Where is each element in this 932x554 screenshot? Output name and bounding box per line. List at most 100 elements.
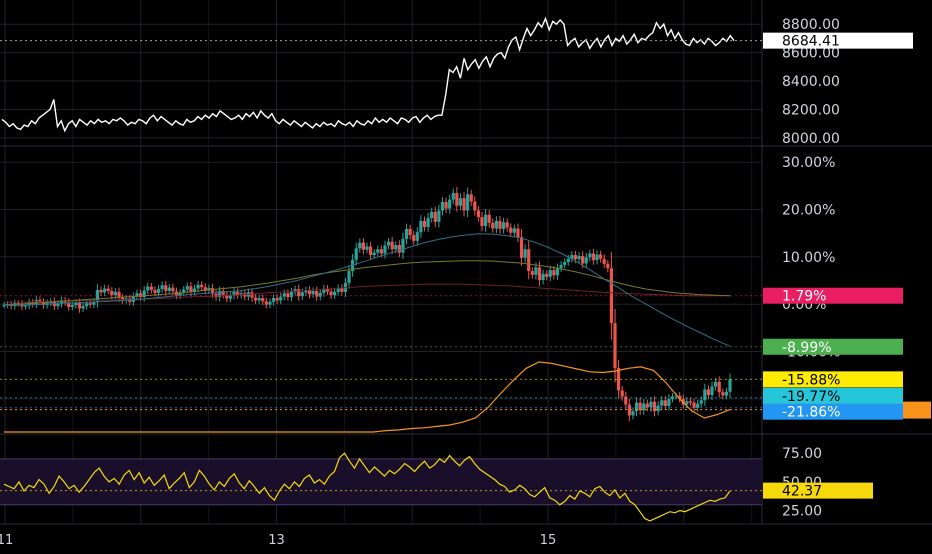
candle[interactable] xyxy=(660,400,664,406)
candle[interactable] xyxy=(728,379,732,392)
candle[interactable] xyxy=(56,303,60,307)
candle[interactable] xyxy=(153,290,157,293)
candle[interactable] xyxy=(419,220,423,233)
rsi-pane[interactable] xyxy=(0,452,762,522)
candle[interactable] xyxy=(218,290,222,298)
candle[interactable] xyxy=(616,368,621,391)
rsi-line-series[interactable] xyxy=(3,452,731,522)
candle[interactable] xyxy=(692,402,696,408)
candle[interactable] xyxy=(379,249,383,254)
candle[interactable] xyxy=(602,258,606,264)
candle[interactable] xyxy=(541,273,545,281)
candle[interactable] xyxy=(164,285,168,291)
candle[interactable] xyxy=(527,249,531,272)
candle[interactable] xyxy=(300,292,304,297)
ma-slow-line[interactable] xyxy=(4,283,730,303)
candle[interactable] xyxy=(347,271,351,283)
candle[interactable] xyxy=(293,289,297,292)
candle[interactable] xyxy=(469,194,473,202)
candle[interactable] xyxy=(368,246,373,255)
candle[interactable] xyxy=(401,238,405,253)
ma-mid-line[interactable] xyxy=(3,260,731,306)
candle[interactable] xyxy=(207,288,211,291)
candle[interactable] xyxy=(613,323,617,369)
candle[interactable] xyxy=(322,288,326,293)
candle[interactable] xyxy=(354,248,358,260)
candle[interactable] xyxy=(498,220,502,229)
candle[interactable] xyxy=(92,301,96,305)
candle[interactable] xyxy=(333,291,337,296)
candle[interactable] xyxy=(487,214,491,223)
candle[interactable] xyxy=(595,254,599,261)
candle[interactable] xyxy=(563,262,567,265)
candle[interactable] xyxy=(110,290,114,296)
candle[interactable] xyxy=(250,292,254,298)
candle[interactable] xyxy=(523,249,527,258)
candle[interactable] xyxy=(142,290,146,298)
candle[interactable] xyxy=(189,286,193,292)
candle[interactable] xyxy=(340,288,344,292)
candle[interactable] xyxy=(2,305,6,307)
candle[interactable] xyxy=(494,220,498,229)
candle[interactable] xyxy=(149,286,153,290)
candle[interactable] xyxy=(221,290,225,295)
candle[interactable] xyxy=(372,252,376,255)
candle[interactable] xyxy=(225,294,229,299)
candle[interactable] xyxy=(329,291,333,296)
candle[interactable] xyxy=(688,401,693,403)
candle[interactable] xyxy=(584,257,588,264)
candle[interactable] xyxy=(552,270,556,276)
candle[interactable] xyxy=(361,242,366,250)
candle[interactable] xyxy=(261,298,265,302)
candle[interactable] xyxy=(714,381,718,387)
candle[interactable] xyxy=(99,290,103,293)
candle[interactable] xyxy=(196,284,200,289)
candle[interactable] xyxy=(182,289,186,293)
candle[interactable] xyxy=(311,290,315,295)
candle[interactable] xyxy=(85,303,89,307)
candle[interactable] xyxy=(289,291,294,298)
candle[interactable] xyxy=(484,214,488,227)
candle[interactable] xyxy=(577,255,581,260)
candle[interactable] xyxy=(41,301,46,306)
candle[interactable] xyxy=(88,303,92,305)
candle[interactable] xyxy=(171,287,175,292)
candle[interactable] xyxy=(678,395,682,399)
candle[interactable] xyxy=(271,298,276,302)
candle[interactable] xyxy=(555,268,560,276)
candle[interactable] xyxy=(591,253,596,261)
candle[interactable] xyxy=(710,386,714,396)
candle[interactable] xyxy=(505,222,509,228)
candle[interactable] xyxy=(667,398,671,406)
candle[interactable] xyxy=(645,403,649,408)
candle[interactable] xyxy=(656,405,660,412)
candle[interactable] xyxy=(412,235,416,241)
candle[interactable] xyxy=(516,228,520,237)
candle[interactable] xyxy=(304,290,308,293)
candle[interactable] xyxy=(422,220,427,228)
candle[interactable] xyxy=(706,389,711,396)
candle[interactable] xyxy=(433,211,437,222)
candle[interactable] xyxy=(624,396,628,405)
candle[interactable] xyxy=(257,298,261,301)
candle[interactable] xyxy=(462,198,466,211)
candle[interactable] xyxy=(448,199,452,209)
candle[interactable] xyxy=(685,401,689,405)
candle[interactable] xyxy=(77,302,82,309)
candle[interactable] xyxy=(408,228,412,236)
candle[interactable] xyxy=(559,264,563,269)
candle[interactable] xyxy=(81,306,85,309)
candle[interactable] xyxy=(717,381,721,393)
candle[interactable] xyxy=(509,227,513,233)
candle[interactable] xyxy=(699,400,703,404)
candle[interactable] xyxy=(570,254,574,259)
candle[interactable] xyxy=(297,289,301,297)
candle[interactable] xyxy=(599,254,603,259)
candle[interactable] xyxy=(178,292,182,296)
price-line-series[interactable] xyxy=(1,16,735,133)
candle[interactable] xyxy=(275,298,279,301)
candle[interactable] xyxy=(156,289,161,293)
candle[interactable] xyxy=(606,263,610,269)
